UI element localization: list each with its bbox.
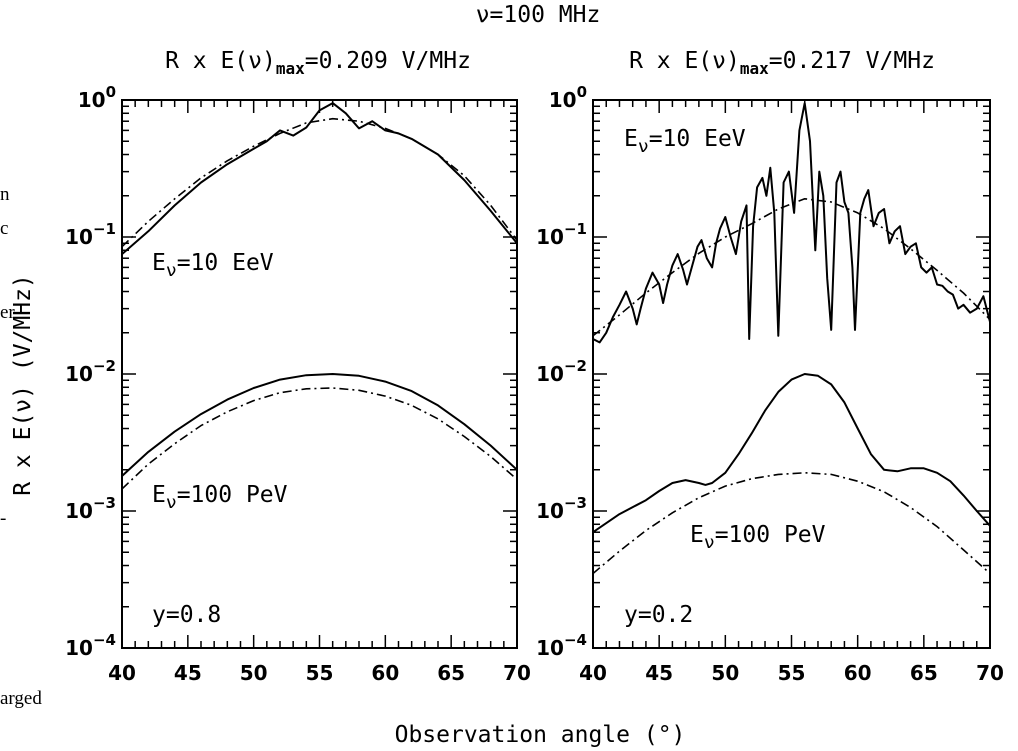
right-series-100pev-dashdot <box>592 471 991 575</box>
right-panel-title-prefix: R x E(ν) <box>629 48 740 74</box>
left-y-tick-label: 10−4 <box>65 631 116 660</box>
right-annotation-y-param: y=0.2 <box>624 602 693 628</box>
right-series-10eev-solid <box>592 102 991 344</box>
right-x-tick-label: 55 <box>778 661 806 685</box>
suptitle: ν=100 MHz <box>476 2 601 28</box>
left-y-tick-label: 10−2 <box>65 357 116 386</box>
right-series-100pev-solid <box>592 373 991 534</box>
right-x-tick-label: 45 <box>645 661 673 685</box>
right-y-tick-label: 10−2 <box>536 357 587 386</box>
left-x-tick-label: 55 <box>306 661 334 685</box>
left-annotation-low-energy: Eν=100 PeV <box>152 482 288 513</box>
left-x-tick-label: 65 <box>437 661 465 685</box>
right-y-tick-label: 10−3 <box>536 494 587 523</box>
right-y-tick-label: 10−1 <box>536 220 587 249</box>
right-series-10eev-dashdot <box>592 198 991 337</box>
left-panel-title-sub: max <box>276 59 305 78</box>
left-panel-title-value: =0.209 V/MHz <box>305 48 471 74</box>
right-x-tick-label: 50 <box>711 661 739 685</box>
left-series-100pev-dashdot <box>121 387 518 490</box>
right-annotation-high-energy: Eν=10 EeV <box>624 126 746 157</box>
right-annotation-low-energy: Eν=100 PeV <box>690 522 826 553</box>
left-x-tick-label: 70 <box>503 661 531 685</box>
left-y-tick-label: 100 <box>78 83 116 112</box>
side-fragment-2: c <box>0 218 8 239</box>
left-y-tick-label: 10−3 <box>65 494 116 523</box>
right-x-tick-label: 70 <box>976 661 1004 685</box>
left-annotation-y-param: y=0.8 <box>152 602 221 628</box>
side-fragment-5: arged <box>0 688 42 709</box>
left-x-tick-label: 40 <box>108 661 136 685</box>
left-panel-title: R x E(ν)max=0.209 V/MHz <box>165 48 471 78</box>
right-x-tick-label: 40 <box>579 661 607 685</box>
right-plot-frame <box>592 99 991 649</box>
right-y-tick-label: 100 <box>549 83 587 112</box>
left-annotation-high-energy: Eν=10 EeV <box>152 250 274 281</box>
left-y-tick-label: 10−1 <box>65 220 116 249</box>
right-panel-title: R x E(ν)max=0.217 V/MHz <box>629 48 935 78</box>
right-panel: R x E(ν)max=0.217 V/MHz 40 45 50 55 60 65 70 10… <box>536 48 1004 685</box>
left-series-100pev-solid <box>121 373 518 477</box>
left-panel: R x E(ν)max=0.209 V/MHz 40 45 50 55 60 65 70 10… <box>65 48 531 685</box>
x-axis-label: Observation angle (°) <box>395 722 686 748</box>
y-axis-label: R x E(ν) (V/MHz) <box>10 274 36 496</box>
left-x-tick-label: 50 <box>240 661 268 685</box>
right-x-tick-label: 60 <box>844 661 872 685</box>
left-x-tick-label: 45 <box>174 661 202 685</box>
right-panel-title-value: =0.217 V/MHz <box>769 48 935 74</box>
left-x-tick-label: 60 <box>371 661 399 685</box>
left-panel-title-prefix: R x E(ν) <box>165 48 276 74</box>
left-series-10eev-dashdot <box>121 117 518 248</box>
right-x-tick-label: 65 <box>910 661 938 685</box>
right-panel-title-sub: max <box>740 59 769 78</box>
side-fragment-1: n <box>0 184 10 205</box>
right-y-tick-label: 10−4 <box>536 631 587 660</box>
side-fragment-3: er <box>0 302 15 323</box>
left-series-10eev-solid <box>121 102 518 255</box>
side-fragment-4: - <box>0 508 6 529</box>
